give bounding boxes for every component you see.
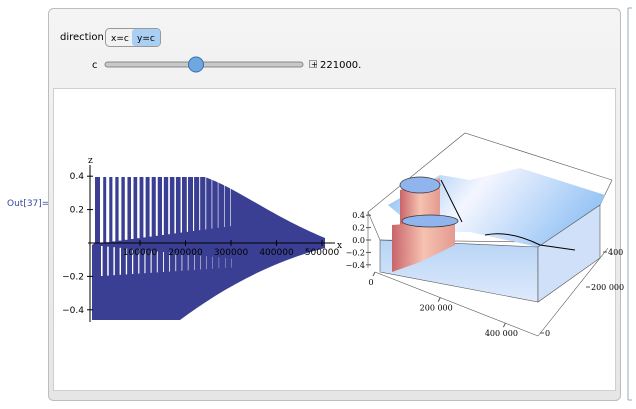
z-tick-label: −0.4 [62, 306, 84, 316]
wave-gap [125, 177, 128, 240]
button[interactable]: x=c [111, 34, 129, 44]
y-tick-label: 200 000 [591, 283, 624, 292]
wave-gap [193, 177, 194, 231]
wave-gap [163, 252, 164, 272]
expand-icon: + [311, 60, 318, 69]
wave-gap [100, 177, 103, 243]
wave-gap [131, 177, 134, 239]
z-tick-label: 0.4 [70, 172, 85, 182]
wave-gap [120, 248, 121, 275]
wave-gap [168, 177, 170, 234]
wave-gap [181, 177, 182, 233]
wave-gap [224, 177, 225, 227]
wave-gap [156, 177, 158, 236]
wave-gap [174, 177, 176, 233]
z-tick-label: −0.2 [346, 248, 365, 257]
z-tick-label: 0.4 [352, 211, 365, 220]
x-tick-label: 0 [368, 278, 373, 287]
z-tick-label: −0.2 [62, 272, 84, 282]
x-tick-label: 200 000 [420, 304, 453, 313]
wave-gap [101, 246, 103, 276]
wave-gap [143, 177, 145, 237]
direction-label: direction [60, 32, 104, 43]
x-tick-label: 300000 [214, 248, 249, 258]
wave-gap [199, 177, 200, 230]
wave-gap [230, 177, 231, 226]
z-tick-label: 0.2 [352, 224, 365, 233]
y-tick-label: 400 [608, 248, 623, 257]
axis-label: z [88, 156, 93, 166]
slider-value: 221000. [320, 60, 361, 71]
wave-gap [106, 177, 109, 242]
wave-gap [113, 247, 114, 275]
x-tick-label: 400 000 [485, 329, 518, 338]
wave-gap [137, 177, 139, 238]
wave-gap [119, 177, 122, 241]
wave-gap [162, 177, 164, 235]
slider-label: c [92, 60, 98, 71]
x-tick-label: 400000 [259, 248, 294, 258]
x-tick-label: 100000 [123, 248, 158, 258]
z-tick-label: 0.0 [352, 236, 365, 245]
out-label: Out[37]= [7, 199, 49, 209]
wave-gap [218, 177, 219, 228]
wave-gap [107, 247, 109, 276]
wave-gap [187, 177, 188, 232]
wave-gap [112, 177, 115, 241]
wave-gap [212, 177, 213, 229]
x-tick-label: 200000 [168, 248, 203, 258]
slider-thumb[interactable] [189, 57, 204, 72]
z-tick-label: 0.2 [70, 206, 84, 216]
x-tick-label: 500000 [305, 248, 340, 258]
button[interactable]: y=c [137, 34, 155, 44]
y-tick-label: 0 [545, 329, 550, 338]
lobe-top [400, 177, 440, 193]
z-tick-label: −0.4 [346, 261, 365, 270]
wave-gap [150, 177, 152, 237]
lobe-top [402, 215, 458, 227]
wave-gap [205, 177, 206, 229]
